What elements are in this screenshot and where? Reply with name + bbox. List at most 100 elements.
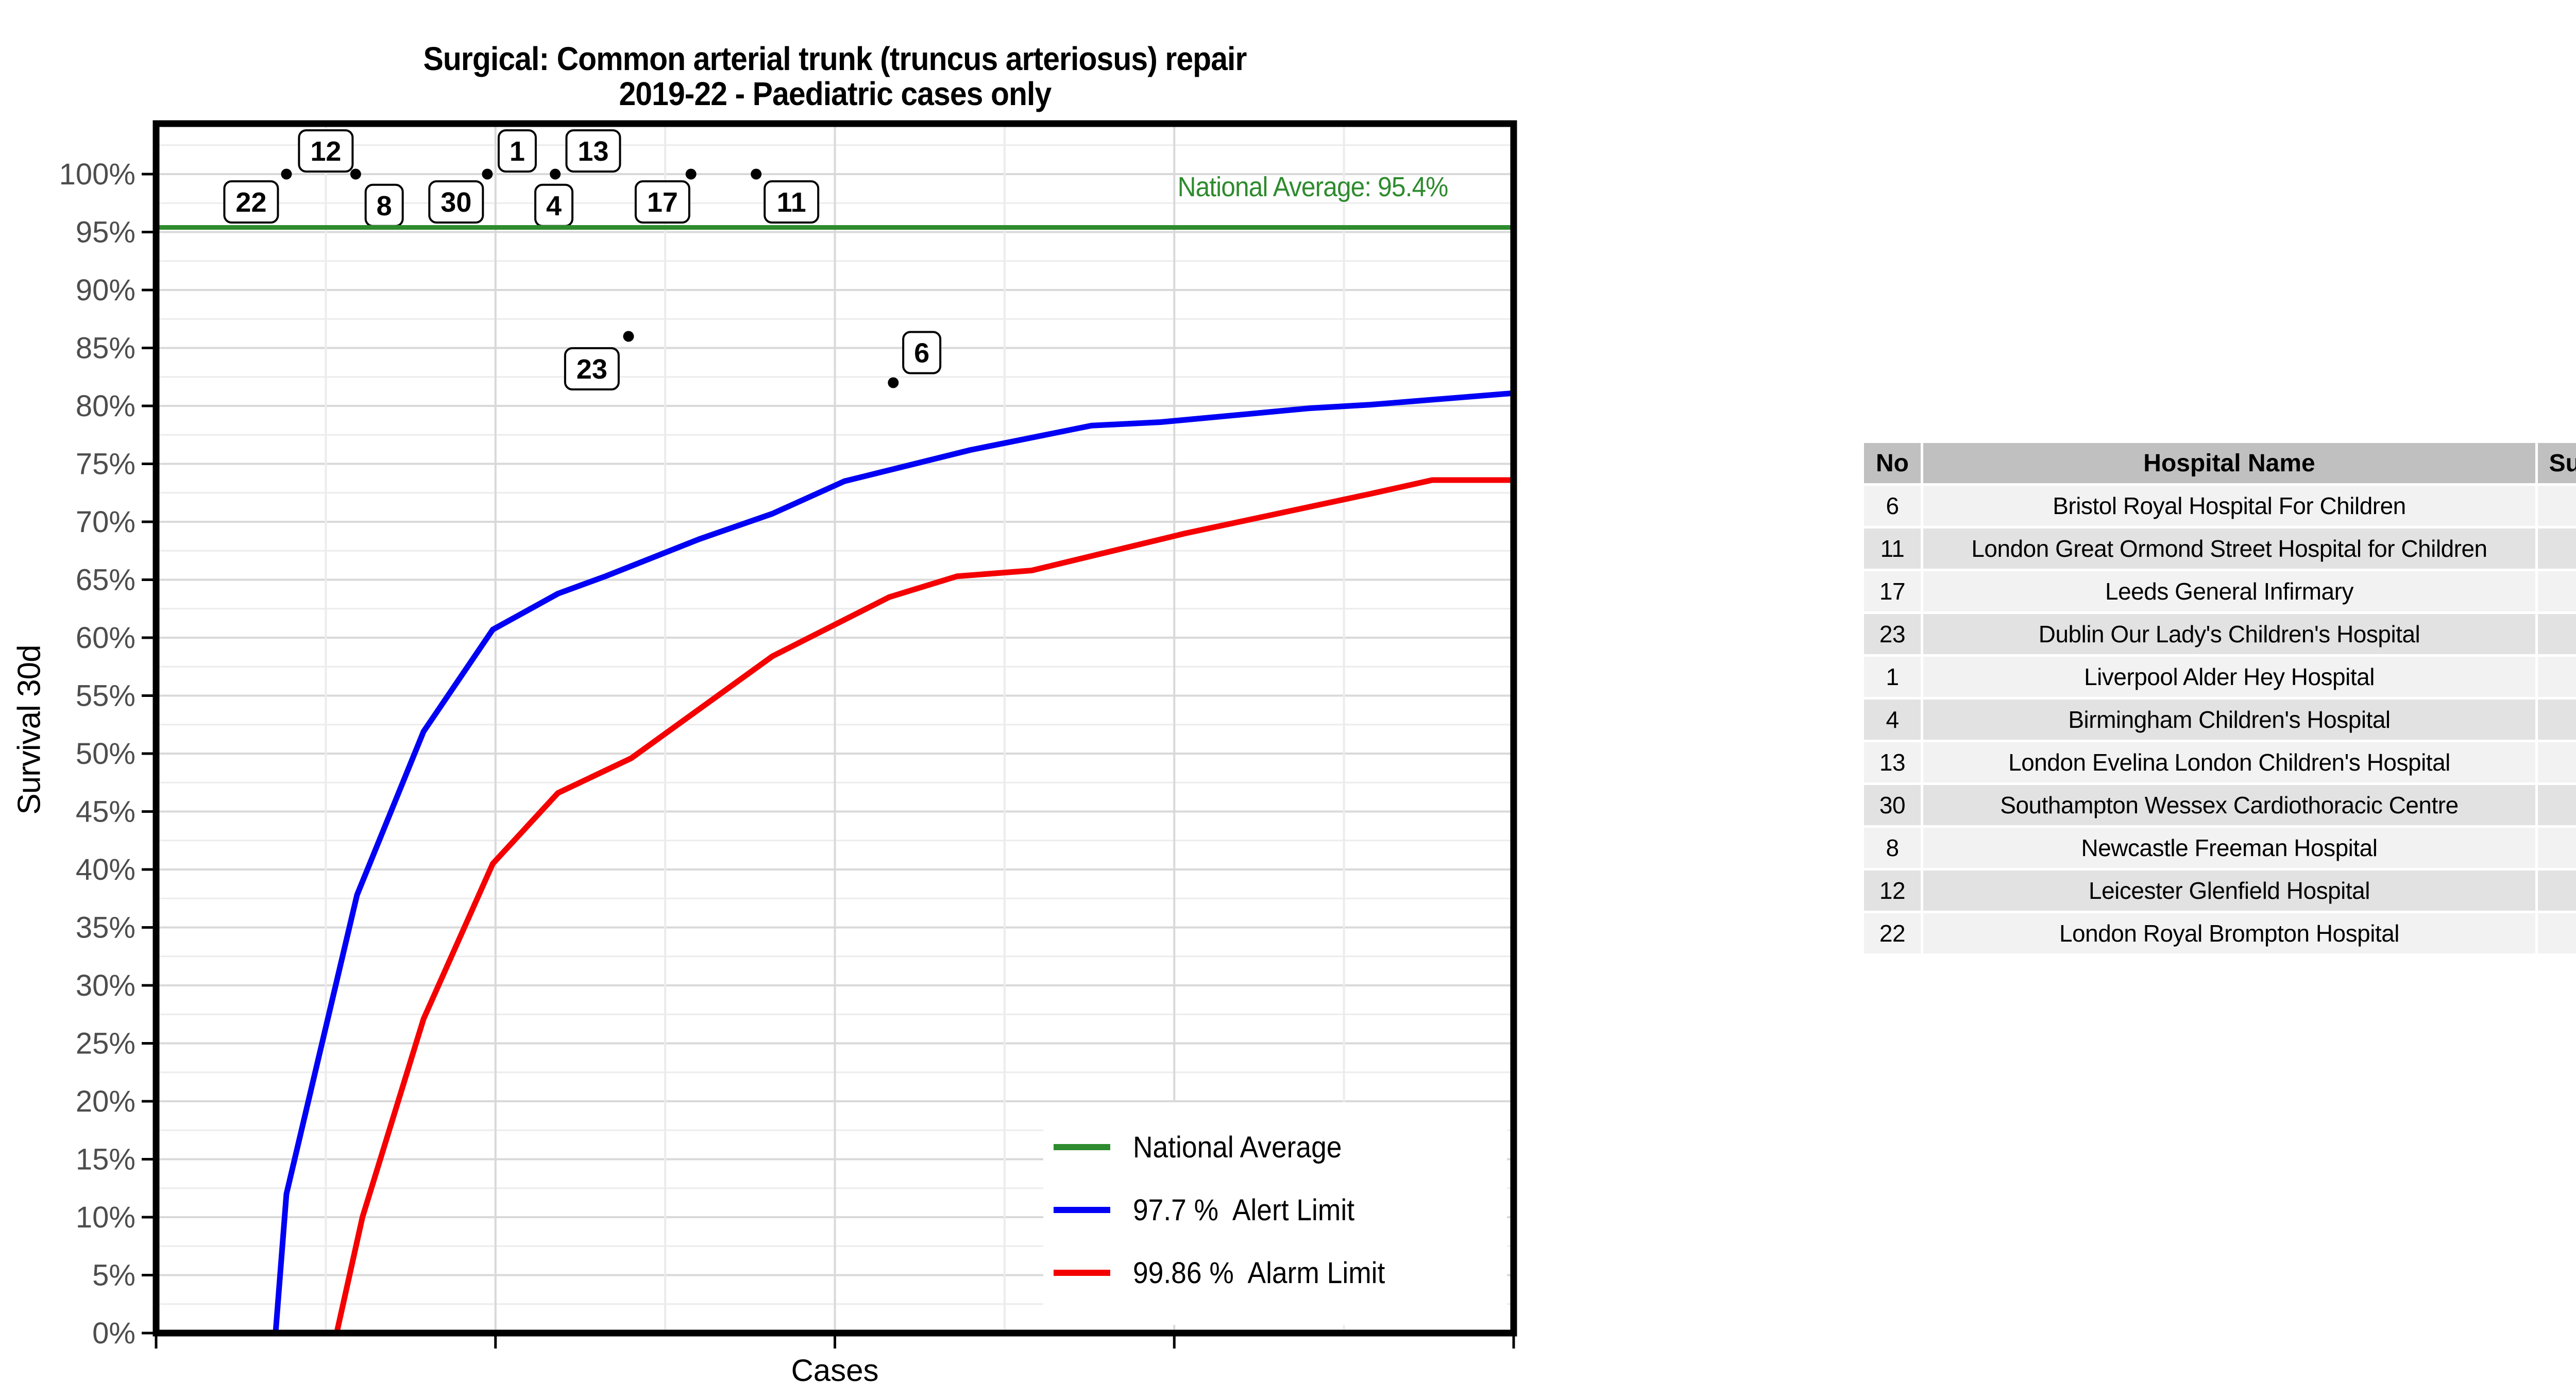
table-row: 13 London Evelina London Children's Hospi… <box>1864 742 2576 782</box>
cell-hospital-name: Dublin Our Lady's Children's Hospital <box>1923 614 2535 654</box>
cell-no: 8 <box>1864 828 1921 868</box>
y-tick-label: 15% <box>76 1143 135 1176</box>
cell-hospital-name: Leeds General Infirmary <box>1923 571 2535 611</box>
cell-no: 22 <box>1864 913 1921 953</box>
hospital-dot <box>281 168 292 180</box>
cell-no: 17 <box>1864 571 1921 611</box>
hospital-dot <box>350 168 361 180</box>
alarm-limit-curve <box>334 477 1514 1334</box>
hospital-label-box <box>497 129 537 173</box>
hospital-dot <box>751 168 762 180</box>
cell-survival: 100% <box>2538 871 2576 911</box>
hospital-dot <box>623 331 634 342</box>
cell-survival: 100% <box>2538 528 2576 569</box>
hospital-label-text: 22 <box>235 187 266 218</box>
y-axis-title: Survival 30d <box>11 645 47 815</box>
hospital-label-box <box>902 331 942 374</box>
chart-title-text: Surgical: Common arterial trunk (truncus… <box>423 40 1247 77</box>
alert-limit-curve <box>273 390 1514 1334</box>
hospital-dot <box>550 168 561 180</box>
cell-survival: 100% <box>2538 699 2576 740</box>
legend: National Average 97.7 % Alert Limit 99.86 … <box>1043 1102 1507 1325</box>
cell-no: 6 <box>1864 486 1921 526</box>
cell-hospital-name: London Evelina London Children's Hospita… <box>1923 742 2535 782</box>
cell-hospital-name: Newcastle Freeman Hospital <box>1923 828 2535 868</box>
legend-label: 99.86 % Alarm Limit <box>1133 1256 1407 1290</box>
cell-survival: 100% <box>2538 657 2576 697</box>
hospital-dot <box>482 168 493 180</box>
hospital-dot <box>888 377 899 388</box>
y-tick-label: 35% <box>76 911 135 945</box>
hospital-label-text: 13 <box>578 136 608 167</box>
y-tick-label: 55% <box>76 679 135 713</box>
y-tick-label: 0% <box>92 1317 135 1350</box>
cell-no: 4 <box>1864 699 1921 740</box>
hospital-label-text: 6 <box>914 338 929 369</box>
cell-survival: 100% <box>2538 913 2576 953</box>
cell-survival: 86% <box>2538 614 2576 654</box>
hospital-dot <box>685 168 697 180</box>
hospital-label-box <box>298 129 354 173</box>
y-tick-label: 50% <box>76 737 135 771</box>
table-header-no: No <box>1864 443 1921 483</box>
cell-hospital-name: Leicester Glenfield Hospital <box>1923 871 2535 911</box>
hospital-label-text: 12 <box>310 136 341 167</box>
hospital-label-box <box>223 180 279 224</box>
hospital-label-text: 17 <box>647 187 678 218</box>
cell-no: 12 <box>1864 871 1921 911</box>
y-tick-label: 90% <box>76 274 135 307</box>
chart-subtitle-text: 2019-22 - Paediatric cases only <box>619 75 1052 112</box>
legend-label: National Average <box>1133 1130 1360 1165</box>
legend-label-text: 99.86 % Alarm Limit <box>1133 1256 1385 1290</box>
hospital-label-text: 1 <box>510 136 525 167</box>
y-tick-label: 80% <box>76 389 135 423</box>
y-tick-label: 95% <box>76 216 135 249</box>
hospital-label-text: 11 <box>777 187 806 218</box>
legend-label-text: 97.7 % Alert Limit <box>1133 1193 1355 1227</box>
chart-subtitle: 2019-22 - Paediatric cases only <box>156 76 1514 111</box>
cell-survival: 100% <box>2538 742 2576 782</box>
legend-label: 97.7 % Alert Limit <box>1133 1193 1374 1227</box>
y-tick-label: 85% <box>76 332 135 365</box>
table-header-hospital-name: Hospital Name <box>1923 443 2535 483</box>
cell-hospital-name: London Royal Brompton Hospital <box>1923 913 2535 953</box>
national-average-note: National Average: 95.4% <box>1177 172 1448 202</box>
x-axis-title: Cases <box>791 1353 879 1388</box>
cell-survival: 82% <box>2538 486 2576 526</box>
y-tick-label: 5% <box>92 1259 135 1292</box>
hospital-label-box <box>565 129 621 173</box>
table-row: 11 London Great Ormond Street Hospital fo… <box>1864 528 2576 569</box>
table-row: 30 Southampton Wessex Cardiothoracic Cent… <box>1864 785 2576 825</box>
cell-hospital-name: Southampton Wessex Cardiothoracic Centre <box>1923 785 2535 825</box>
hospital-label-text: 8 <box>377 191 392 221</box>
cell-no: 13 <box>1864 742 1921 782</box>
y-tick-label: 60% <box>76 621 135 655</box>
legend-line-swatch <box>1054 1144 1110 1150</box>
cell-survival: 100% <box>2538 571 2576 611</box>
legend-label-text: National Average <box>1133 1130 1342 1164</box>
cell-survival: 100% <box>2538 828 2576 868</box>
legend-entry-0: National Average <box>1043 1116 1507 1179</box>
y-tick-label: 10% <box>76 1201 135 1234</box>
hospital-label-text: 30 <box>440 187 471 218</box>
y-tick-label: 40% <box>76 853 135 886</box>
cell-hospital-name: Birmingham Children's Hospital <box>1923 699 2535 740</box>
cell-survival: 100% <box>2538 785 2576 825</box>
cell-no: 30 <box>1864 785 1921 825</box>
y-tick-label: 25% <box>76 1027 135 1061</box>
hospital-label-box <box>564 347 620 390</box>
cell-no: 1 <box>1864 657 1921 697</box>
legend-entry-1: 97.7 % Alert Limit <box>1043 1179 1507 1241</box>
table-header-survival-30d: Survival 30d <box>2538 443 2576 483</box>
y-tick-label: 75% <box>76 448 135 481</box>
